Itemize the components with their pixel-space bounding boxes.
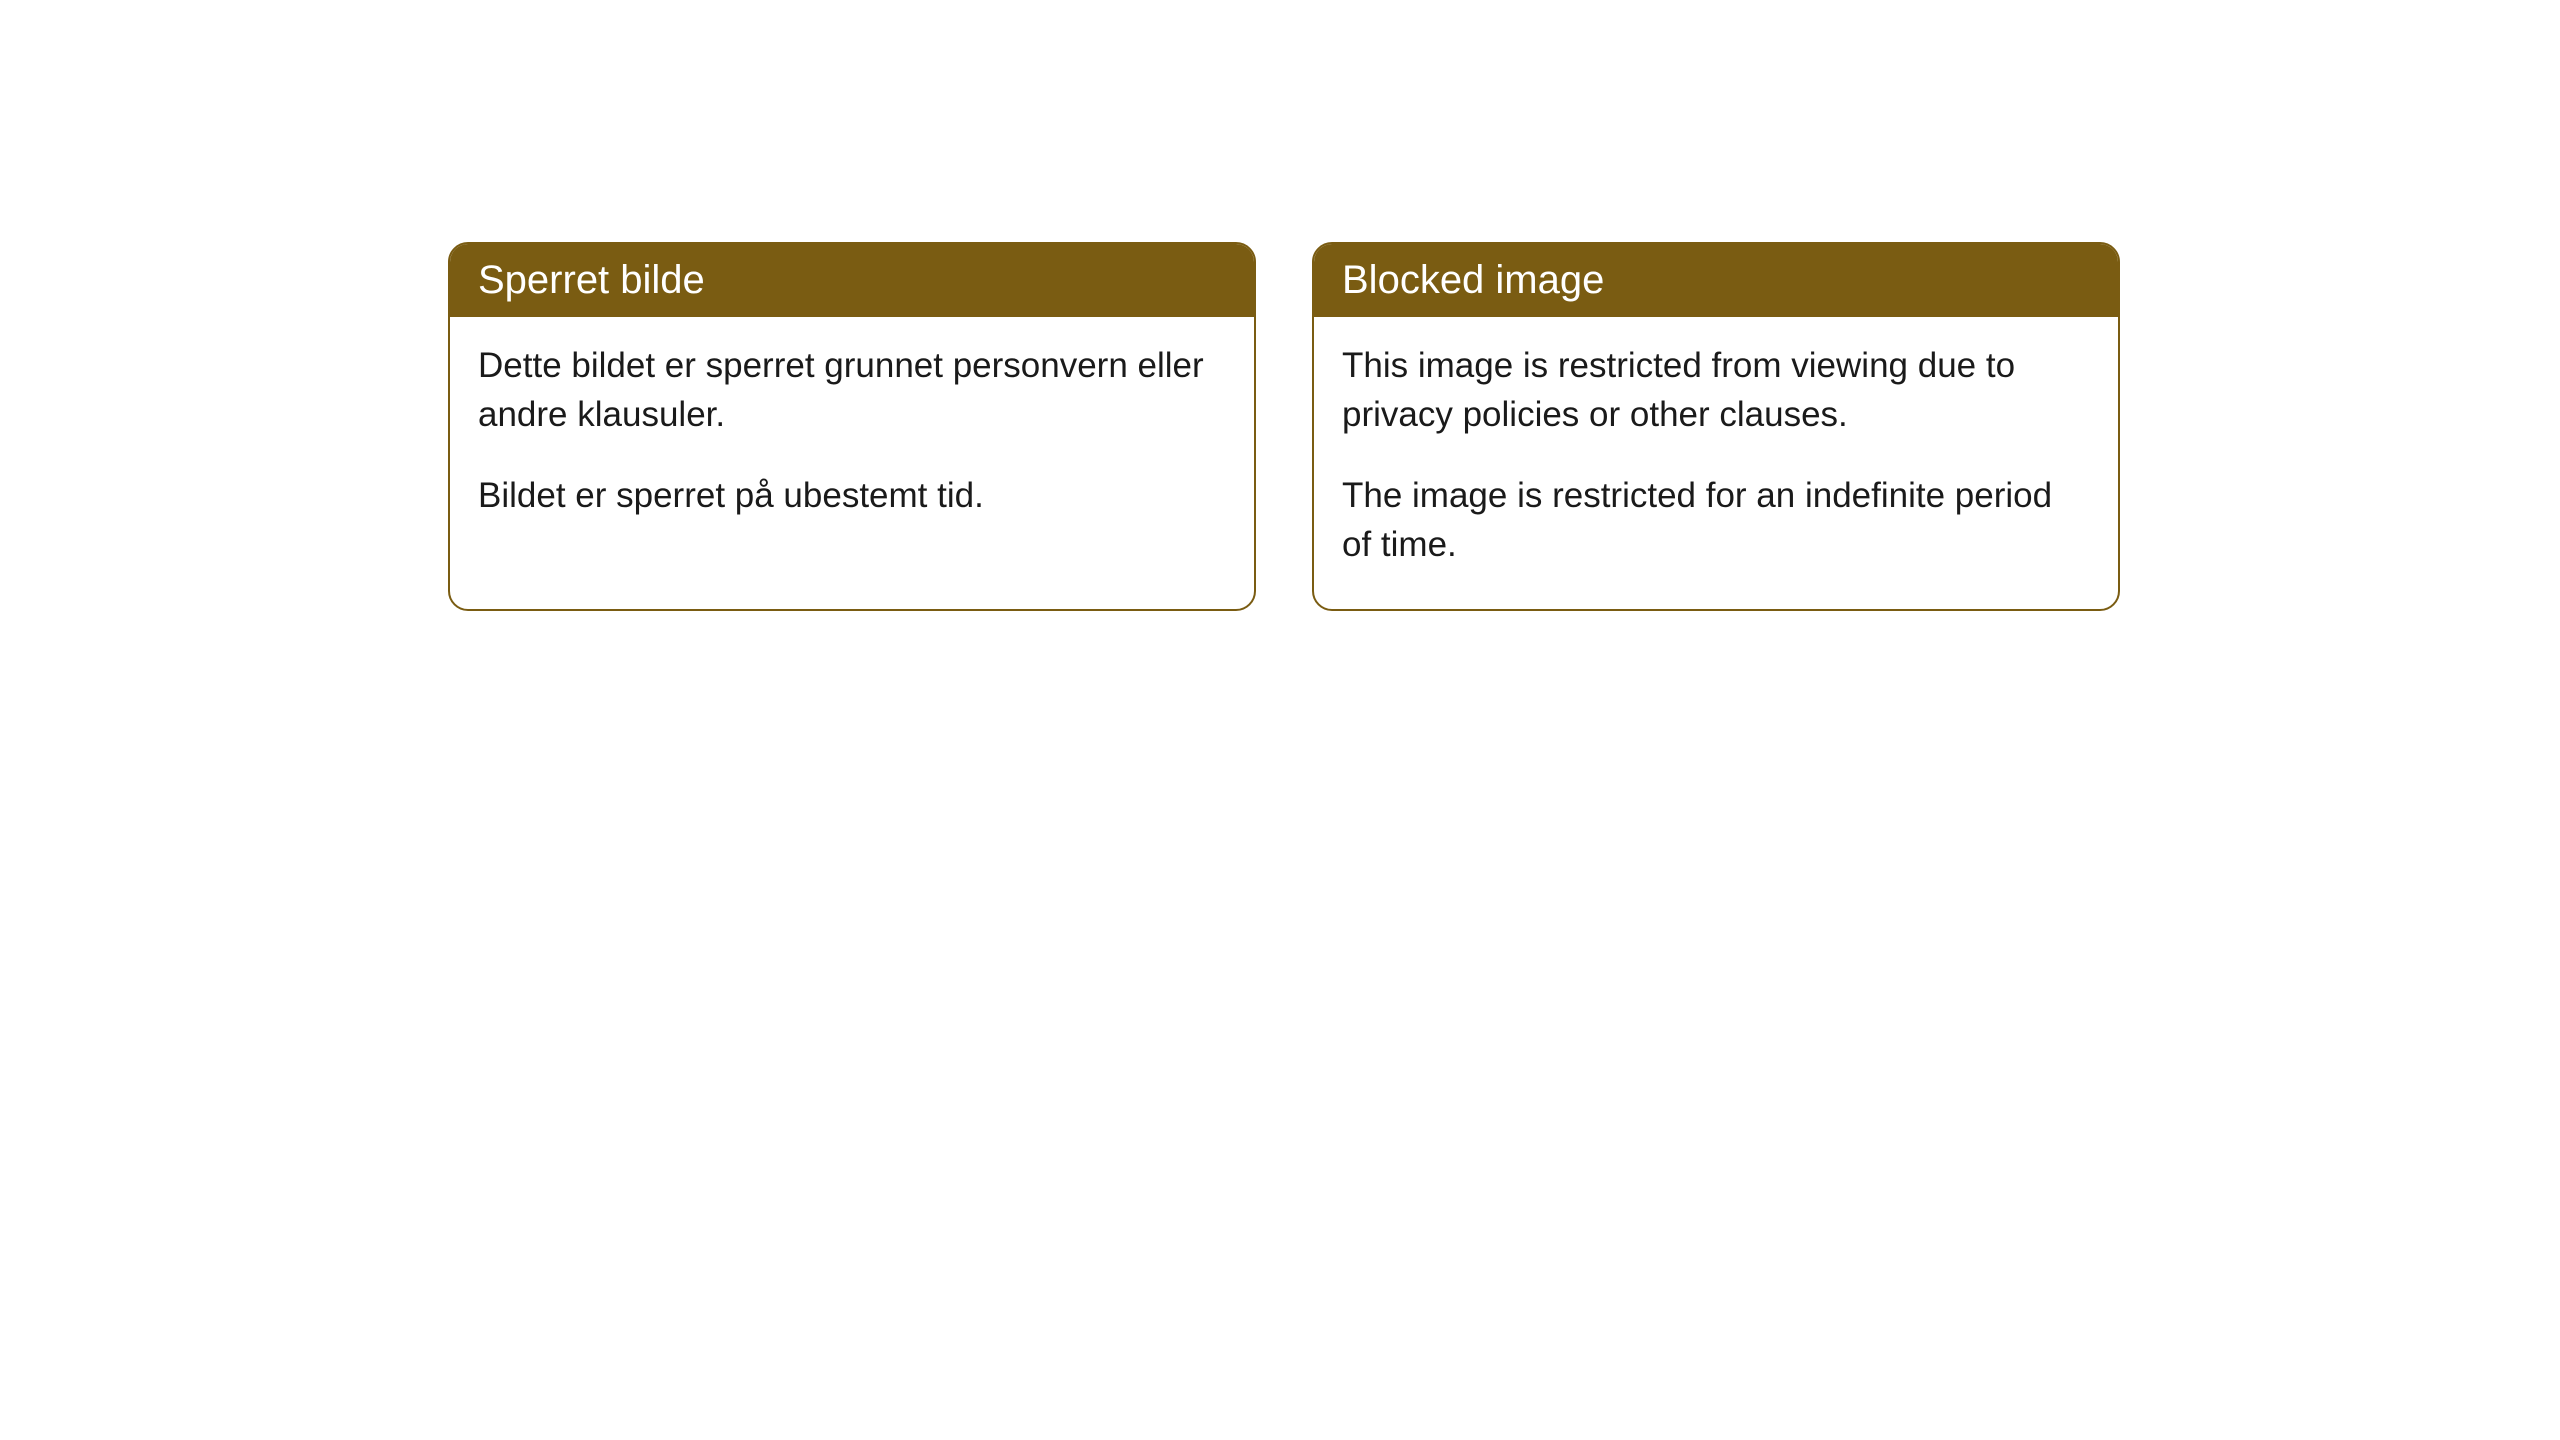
notice-cards-container: Sperret bilde Dette bildet er sperret gr… [448, 242, 2120, 611]
card-body-norwegian: Dette bildet er sperret grunnet personve… [450, 317, 1254, 560]
blocked-image-card-norwegian: Sperret bilde Dette bildet er sperret gr… [448, 242, 1256, 611]
card-paragraph-2: Bildet er sperret på ubestemt tid. [478, 471, 1226, 520]
card-title: Blocked image [1342, 258, 1604, 302]
card-header-norwegian: Sperret bilde [450, 244, 1254, 317]
card-header-english: Blocked image [1314, 244, 2118, 317]
blocked-image-card-english: Blocked image This image is restricted f… [1312, 242, 2120, 611]
card-title: Sperret bilde [478, 258, 705, 302]
card-paragraph-2: The image is restricted for an indefinit… [1342, 471, 2090, 569]
card-paragraph-1: This image is restricted from viewing du… [1342, 341, 2090, 439]
card-body-english: This image is restricted from viewing du… [1314, 317, 2118, 609]
card-paragraph-1: Dette bildet er sperret grunnet personve… [478, 341, 1226, 439]
